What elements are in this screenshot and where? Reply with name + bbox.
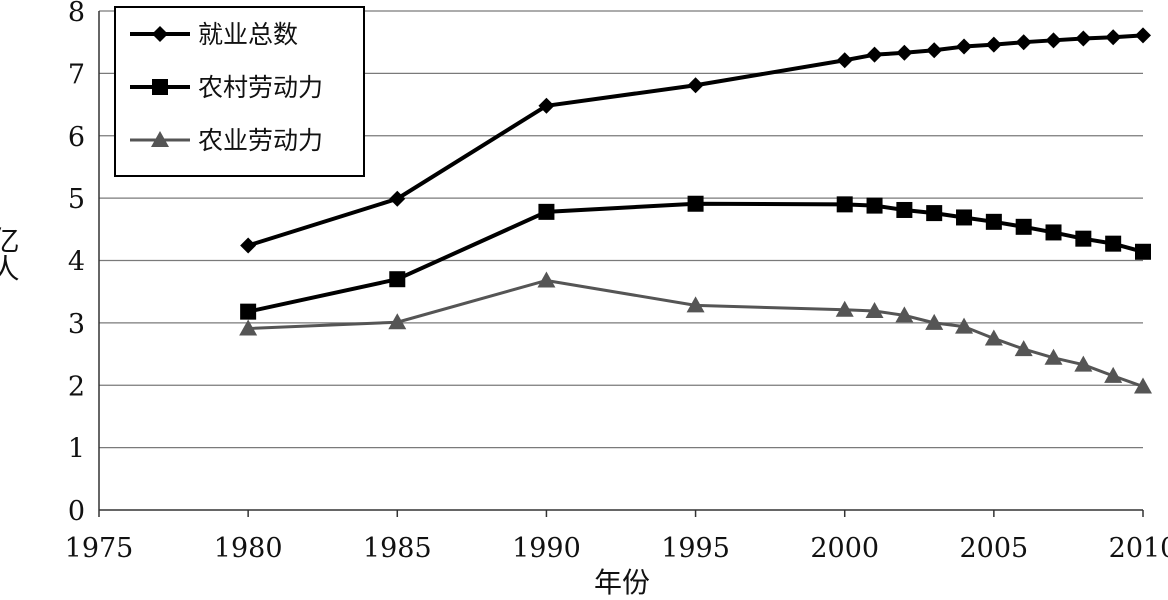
legend-marker-2 <box>152 79 168 95</box>
x-tick-label-1980: 1980 <box>214 533 283 564</box>
series-3-point-2001 <box>865 302 884 319</box>
series-3-point-1995 <box>686 296 705 313</box>
series-3-point-2000 <box>835 300 854 317</box>
x-tick-labels: 1975 1980 1985 1990 1995 2000 2005 2010 <box>65 533 1168 564</box>
series-1-point-2003 <box>926 42 943 59</box>
y-tick-label-1: 1 <box>68 434 85 465</box>
series-2-point-2002 <box>896 201 913 218</box>
x-axis-title: 年份 <box>594 566 650 599</box>
series-2-point-2010 <box>1135 243 1151 260</box>
series-1-point-2001 <box>866 46 883 63</box>
x-tick-label-2000: 2000 <box>810 533 879 564</box>
series-2-point-1990 <box>538 203 555 220</box>
series-3-point-2007 <box>1044 348 1063 365</box>
y-tick-label-6: 6 <box>68 122 85 153</box>
series-3-point-2006 <box>1014 340 1033 357</box>
x-tick-label-2005: 2005 <box>959 533 1028 564</box>
x-tick-label-1985: 1985 <box>363 533 432 564</box>
series-2-point-1980 <box>240 303 257 320</box>
y-tick-label-3: 3 <box>68 309 85 340</box>
legend-label-1: 就业总数 <box>198 20 298 49</box>
y-tick-label-4: 4 <box>68 247 85 278</box>
series-3-point-2008 <box>1074 355 1093 372</box>
x-tick-label-1990: 1990 <box>512 533 581 564</box>
y-tick-label-7: 7 <box>68 59 85 90</box>
series-lines <box>239 27 1152 394</box>
series-1-point-1990 <box>538 97 555 114</box>
series-2-point-1995 <box>687 195 704 212</box>
series-2-point-2003 <box>926 205 943 222</box>
series-1-point-2009 <box>1105 29 1122 46</box>
series-3-point-1985 <box>388 313 407 330</box>
series-2-point-2001 <box>866 197 883 214</box>
series-1-point-1985 <box>389 190 406 207</box>
series-line-1 <box>247 33 1144 248</box>
y-tick-label-2: 2 <box>68 371 85 402</box>
series-1-point-2002 <box>896 44 913 61</box>
series-2-point-2000 <box>836 196 853 213</box>
series-2-point-1985 <box>389 271 406 288</box>
series-2-point-2006 <box>1015 218 1032 235</box>
series-1-point-2010 <box>1135 27 1151 44</box>
y-tick-label-5: 5 <box>68 184 85 215</box>
y-tick-label-8: 8 <box>68 0 85 28</box>
series-2-point-2008 <box>1075 230 1092 247</box>
series-2-point-2005 <box>985 213 1002 230</box>
series-line-3 <box>248 278 1144 388</box>
y-tick-label-0: 0 <box>68 496 85 527</box>
series-2-point-2009 <box>1105 235 1122 252</box>
series-1-point-1995 <box>687 77 704 94</box>
series-1-point-2004 <box>956 38 973 55</box>
x-tick-label-2010: 2010 <box>1109 533 1168 564</box>
x-tick-label-1995: 1995 <box>661 533 730 564</box>
axes <box>98 11 1144 517</box>
legend-label-2: 农村劳动力 <box>198 73 323 102</box>
series-3-point-1990 <box>537 271 556 288</box>
series-1-point-2000 <box>836 52 853 69</box>
y-axis-title: 亿人 <box>0 226 21 282</box>
series-3-point-2003 <box>925 313 944 330</box>
series-line-2 <box>247 201 1144 314</box>
series-3-point-2009 <box>1104 366 1123 383</box>
series-2-point-2007 <box>1045 224 1062 241</box>
series-2-point-2004 <box>956 209 973 226</box>
x-tick-label-1975: 1975 <box>65 533 134 564</box>
series-3-point-2004 <box>955 317 974 334</box>
series-3-point-2005 <box>984 329 1003 346</box>
legend-marker-3 <box>151 131 169 147</box>
series-1-point-2007 <box>1045 32 1062 49</box>
series-3-point-2002 <box>895 306 914 323</box>
legend-marker-1 <box>152 26 168 42</box>
series-3-point-1980 <box>239 319 258 336</box>
series-1-point-2005 <box>985 36 1002 53</box>
series-1-point-2006 <box>1015 34 1032 51</box>
series-1-point-2008 <box>1075 30 1092 47</box>
y-tick-labels: 0 1 2 3 4 5 6 7 8 <box>68 0 85 527</box>
series-3-point-2010 <box>1134 377 1152 394</box>
series-1-point-1980 <box>240 237 257 254</box>
legend-label-3: 农业劳动力 <box>198 126 323 155</box>
